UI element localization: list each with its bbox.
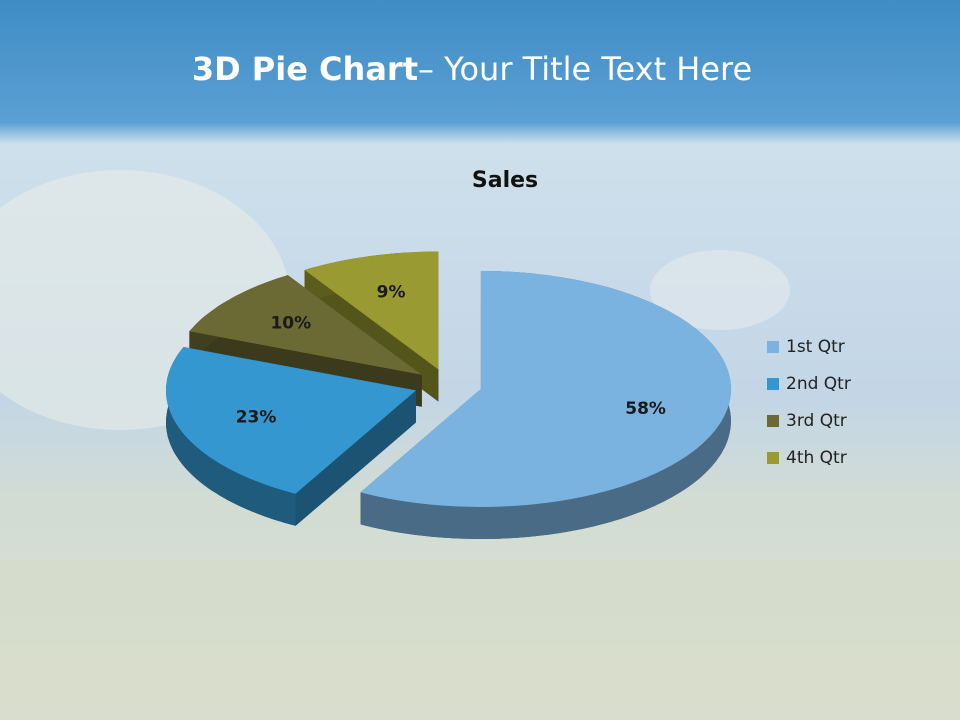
data-label: 58% bbox=[625, 399, 666, 419]
legend-swatch bbox=[767, 452, 779, 464]
legend-swatch bbox=[767, 415, 779, 427]
slice-cut-face bbox=[295, 390, 416, 526]
slide-title-bold: 3D Pie Chart bbox=[192, 50, 418, 88]
legend-label: 2nd Qtr bbox=[786, 374, 851, 394]
pie-slice bbox=[304, 251, 439, 370]
legend: 1st Qtr 2nd Qtr 3rd Qtr 4th Qtr bbox=[767, 337, 851, 468]
legend-swatch bbox=[767, 341, 779, 353]
data-label: 10% bbox=[270, 314, 311, 334]
background-grass bbox=[0, 560, 960, 720]
slice-side bbox=[360, 271, 731, 539]
pie-slice bbox=[360, 271, 731, 507]
data-label: 9% bbox=[377, 283, 406, 303]
legend-swatch bbox=[767, 378, 779, 390]
slide-title-rest: – Your Title Text Here bbox=[418, 50, 752, 88]
data-labels: 58% 23% 10% 9% bbox=[236, 283, 666, 428]
chart-title: Sales bbox=[472, 168, 538, 193]
slide-title: 3D Pie Chart– Your Title Text Here bbox=[192, 50, 752, 88]
pie-tops bbox=[166, 251, 731, 507]
legend-label: 4th Qtr bbox=[786, 448, 847, 468]
pie-slice bbox=[166, 347, 416, 494]
pie-slice bbox=[189, 275, 422, 375]
legend-label: 3rd Qtr bbox=[786, 411, 847, 431]
background-rock bbox=[650, 250, 790, 330]
legend-label: 1st Qtr bbox=[786, 337, 845, 357]
data-label: 23% bbox=[236, 408, 277, 428]
